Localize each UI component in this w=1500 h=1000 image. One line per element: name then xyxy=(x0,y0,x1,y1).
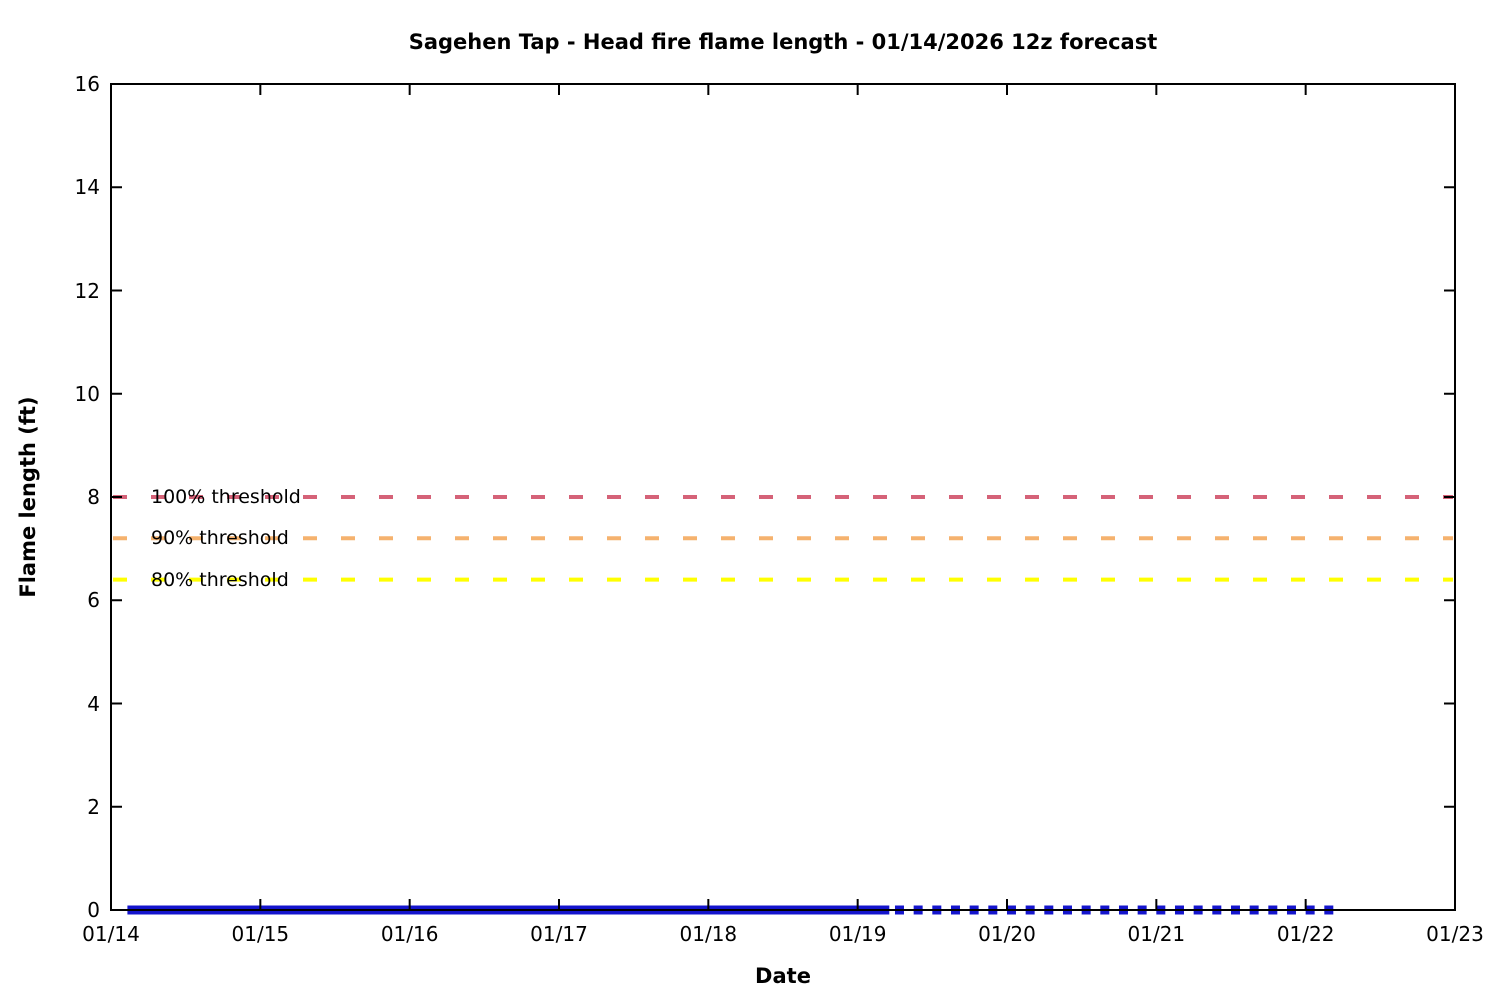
y-tick-label: 2 xyxy=(87,794,100,819)
y-tick-label: 0 xyxy=(87,898,100,922)
y-tick-label: 6 xyxy=(87,588,100,613)
x-axis-title: Date xyxy=(755,964,811,988)
y-tick-label: 4 xyxy=(87,691,100,716)
x-tick-label: 01/23 xyxy=(1426,922,1484,946)
threshold-label-100: 100% threshold xyxy=(151,486,301,508)
x-tick-label: 01/17 xyxy=(530,922,588,946)
chart-title: Sagehen Tap - Head fire flame length - 0… xyxy=(408,30,1158,54)
x-tick-label: 01/16 xyxy=(380,922,439,946)
x-tick-label: 01/22 xyxy=(1276,922,1335,946)
x-tick-label: 01/21 xyxy=(1127,922,1186,946)
x-tick-label: 01/18 xyxy=(679,922,738,946)
y-axis-title: Flame length (ft) xyxy=(16,396,40,598)
x-tick-label: 01/20 xyxy=(978,922,1036,946)
y-tick-label: 12 xyxy=(74,278,100,303)
y-tick-label: 14 xyxy=(74,175,100,200)
y-tick-label: 10 xyxy=(74,381,100,406)
plot-frame xyxy=(110,83,1456,911)
threshold-label-90: 90% threshold xyxy=(151,527,289,550)
y-tick-label: 8 xyxy=(87,485,100,509)
y-tick-label: 16 xyxy=(74,72,100,96)
x-tick-label: 01/19 xyxy=(828,922,887,946)
x-tick-label: 01/14 xyxy=(82,922,140,946)
x-tick-label: 01/15 xyxy=(231,922,290,946)
threshold-label-80: 80% threshold xyxy=(151,568,289,591)
threshold-lines xyxy=(113,495,1453,582)
